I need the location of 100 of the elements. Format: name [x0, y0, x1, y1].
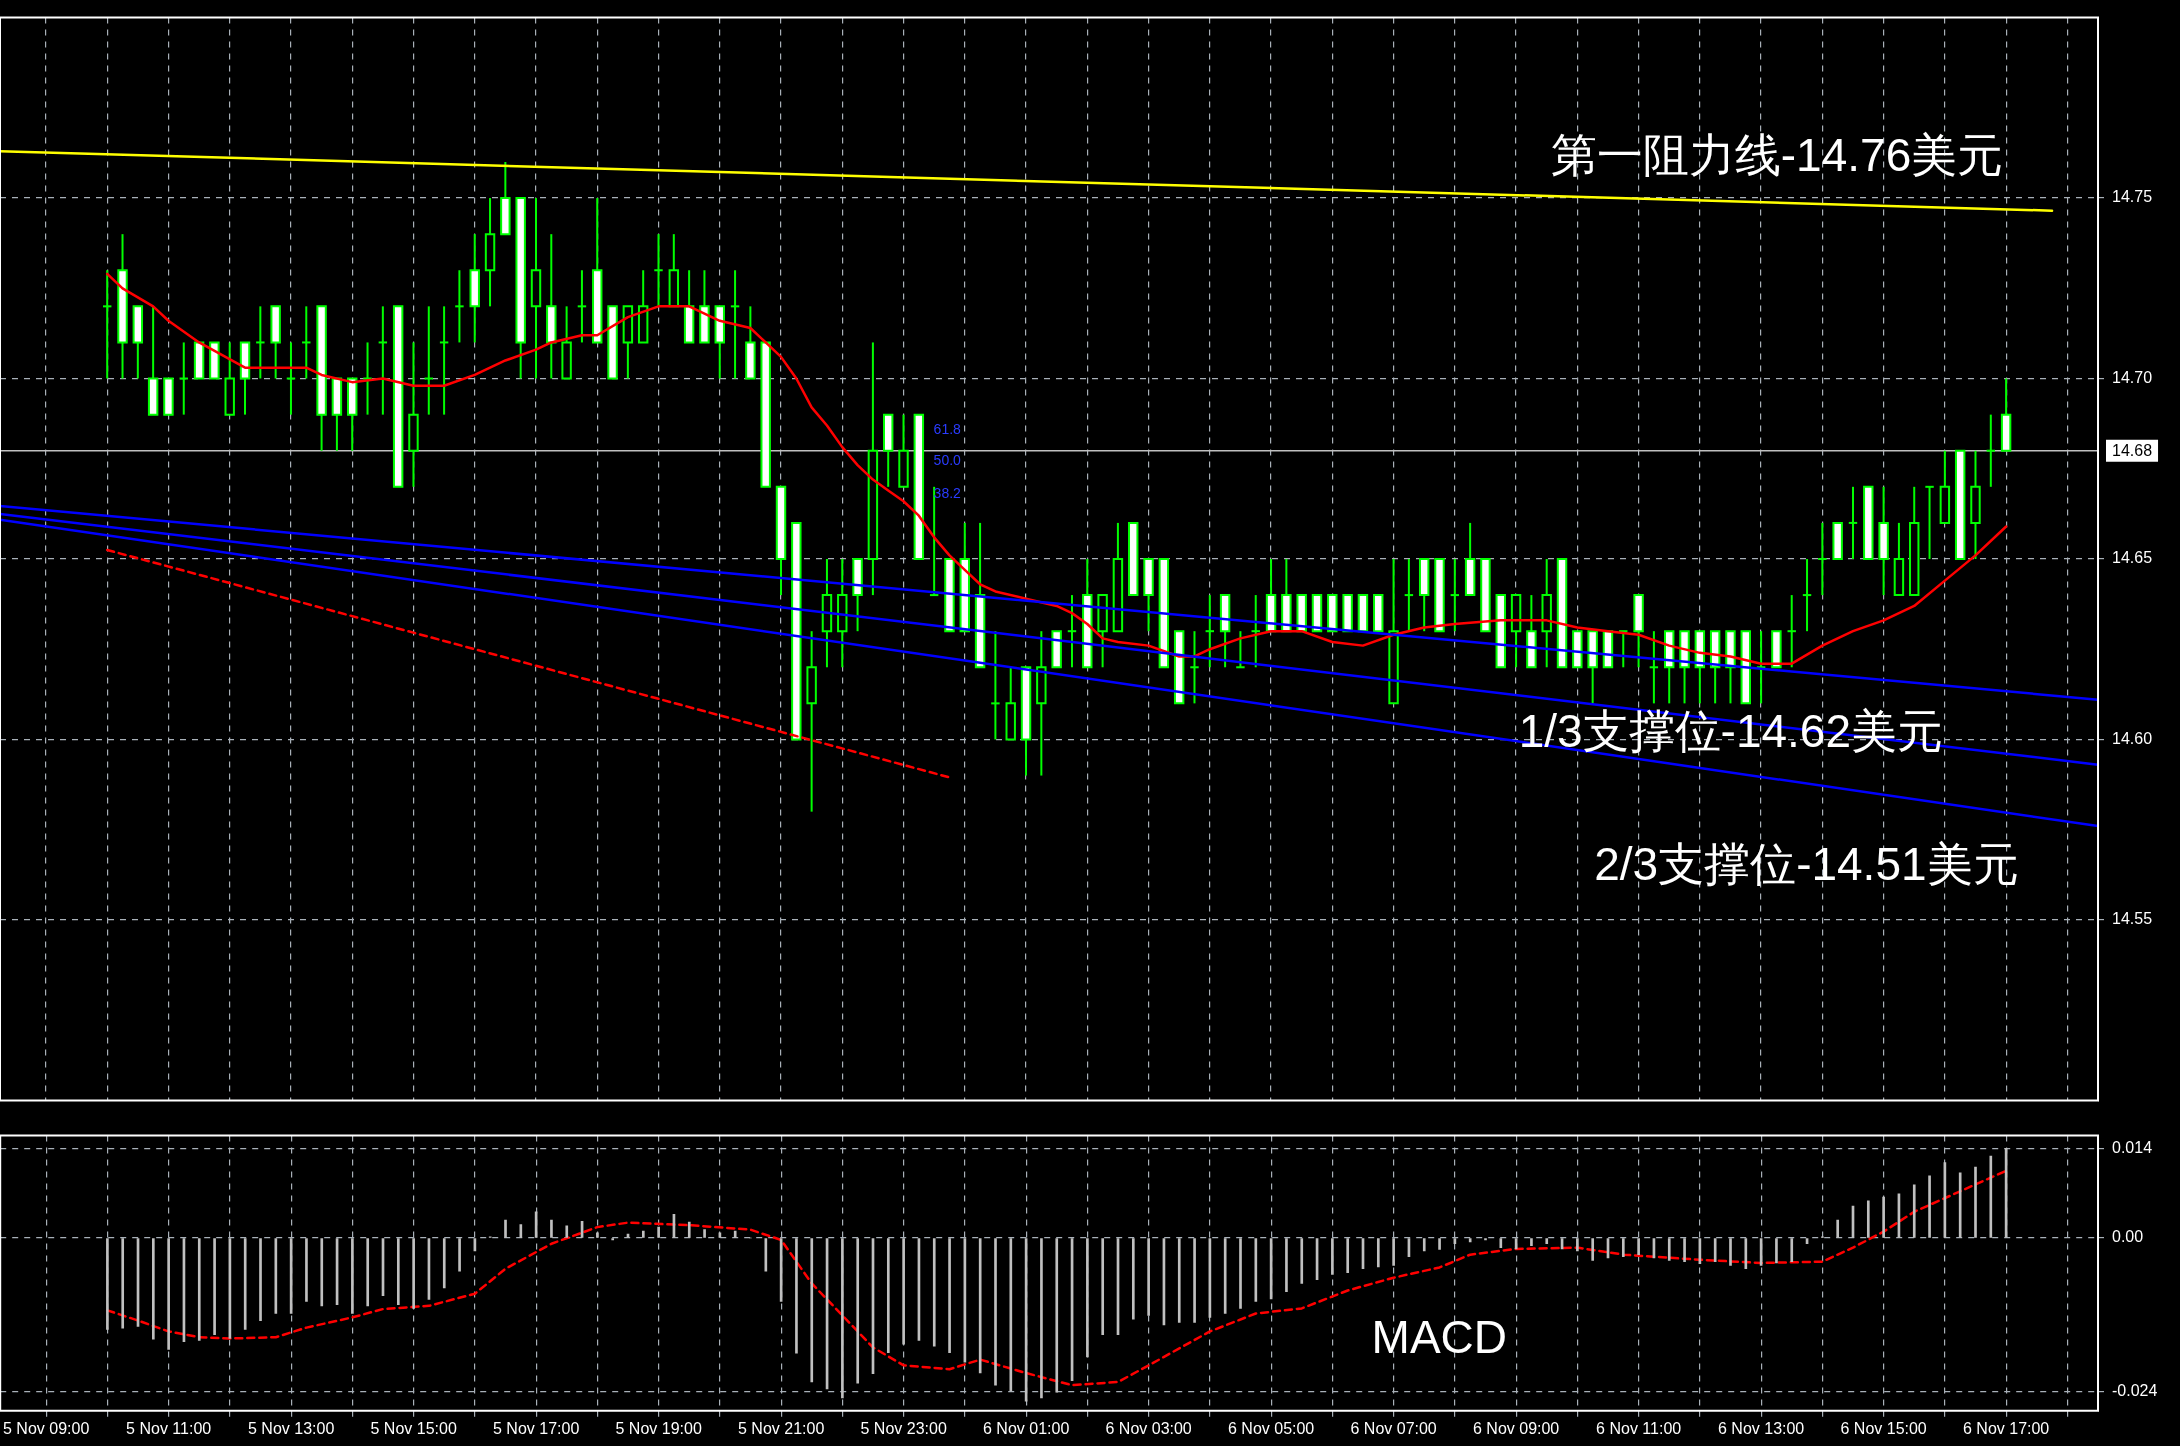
- x-tick-label: 6 Nov 07:00: [1350, 1419, 1437, 1437]
- bar: [243, 1238, 247, 1330]
- bar: [1621, 1238, 1625, 1257]
- bar: [1422, 1238, 1426, 1252]
- bar: [121, 1238, 125, 1329]
- y-tick-label: 0.00: [2112, 1228, 2144, 1246]
- bar: [1713, 1238, 1717, 1263]
- candlestick: [1235, 630, 1246, 669]
- bar: [458, 1238, 461, 1272]
- ref-line-label: 14.68: [2112, 442, 2153, 460]
- candlestick: [1985, 413, 1997, 488]
- bar: [1499, 1238, 1503, 1248]
- candlestick: [301, 305, 312, 380]
- bar: [856, 1238, 860, 1384]
- candlestick: [1250, 594, 1261, 669]
- bar: [1667, 1238, 1671, 1261]
- bar: [1376, 1238, 1380, 1268]
- candlestick: [255, 305, 266, 380]
- bar: [687, 1221, 691, 1238]
- x-tick-label: 6 Nov 17:00: [1962, 1419, 2050, 1437]
- bar: [366, 1238, 370, 1307]
- x-tick-label: 5 Nov 23:00: [860, 1419, 947, 1437]
- y-tick-label: 14.75: [2112, 188, 2153, 206]
- bar: [641, 1230, 645, 1238]
- bar: [1928, 1175, 1931, 1238]
- bar: [197, 1238, 201, 1341]
- candlestick: [1204, 594, 1216, 669]
- bar: [886, 1238, 890, 1353]
- bar: [442, 1238, 446, 1289]
- x-tick-label: 5 Nov 21:00: [737, 1419, 825, 1437]
- bar: [1836, 1219, 1840, 1238]
- bar: [397, 1238, 400, 1305]
- x-tick-label: 6 Nov 03:00: [1105, 1419, 1192, 1437]
- bar: [1468, 1238, 1472, 1243]
- bar: [1285, 1238, 1288, 1293]
- bar: [1055, 1238, 1059, 1393]
- bar: [152, 1238, 155, 1340]
- bar: [596, 1232, 599, 1238]
- y-tick-label: 14.65: [2112, 549, 2153, 567]
- annotation: 50.0: [933, 452, 962, 469]
- bar: [795, 1238, 798, 1354]
- candlestick: [1801, 558, 1813, 633]
- candlestick: [576, 269, 588, 344]
- x-tick-label: 6 Nov 11:00: [1596, 1419, 1682, 1437]
- bar: [1974, 1166, 1977, 1238]
- x-tick-label: 5 Nov 13:00: [248, 1419, 335, 1437]
- bar: [932, 1238, 936, 1347]
- bar: [1009, 1238, 1013, 1392]
- bar: [1239, 1238, 1242, 1309]
- bar: [810, 1238, 814, 1383]
- bar: [1637, 1238, 1640, 1255]
- bar: [1958, 1172, 1962, 1238]
- y-tick-label: 0.014: [2112, 1138, 2153, 1156]
- x-tick-label: 5 Nov 11:00: [126, 1419, 212, 1437]
- bar: [1530, 1238, 1533, 1247]
- annotation: 61.8: [933, 421, 962, 438]
- bar: [565, 1225, 569, 1238]
- candlestick: [178, 341, 189, 416]
- x-tick-label: 6 Nov 13:00: [1717, 1419, 1805, 1437]
- bar: [1866, 1200, 1870, 1238]
- bar: [657, 1226, 660, 1238]
- bar: [994, 1238, 997, 1386]
- bar: [1392, 1238, 1395, 1266]
- bar: [1438, 1238, 1441, 1250]
- candlestick: [1403, 558, 1415, 633]
- annotation: MACD: [1371, 1311, 1508, 1364]
- bar: [1040, 1238, 1043, 1399]
- bar: [841, 1238, 844, 1399]
- candlestick: [1924, 485, 1935, 560]
- bar: [1331, 1238, 1334, 1275]
- x-tick-label: 6 Nov 15:00: [1840, 1419, 1927, 1437]
- y-tick-label: 14.60: [2112, 729, 2153, 747]
- bar: [1989, 1155, 1993, 1238]
- y-tick-label: 14.70: [2112, 368, 2153, 386]
- x-tick-label: 5 Nov 09:00: [3, 1419, 90, 1437]
- bar: [1744, 1238, 1748, 1270]
- bar: [1591, 1238, 1595, 1261]
- annotation: 2/3支撑位-14.51美元: [1594, 838, 2019, 891]
- bar: [351, 1238, 354, 1314]
- bar: [519, 1224, 523, 1238]
- candlestick: [729, 269, 741, 380]
- bar: [1775, 1238, 1778, 1264]
- bar: [1131, 1238, 1135, 1320]
- bar: [902, 1238, 905, 1345]
- bar: [1177, 1238, 1181, 1323]
- candlestick: [1648, 630, 1660, 705]
- annotation: 第一阻力线-14.76美元: [1550, 129, 2004, 182]
- candlestick: [1449, 558, 1461, 633]
- candlestick: [377, 305, 389, 416]
- bar: [948, 1238, 951, 1353]
- bar: [1193, 1238, 1196, 1323]
- candlestick: [454, 269, 465, 344]
- bar: [1223, 1238, 1227, 1314]
- bar: [1912, 1184, 1916, 1238]
- bar: [1147, 1238, 1150, 1316]
- bar: [320, 1238, 324, 1307]
- bar: [1882, 1196, 1885, 1238]
- x-tick-label: 5 Nov 17:00: [493, 1419, 580, 1437]
- bar: [733, 1230, 737, 1238]
- candlestick: [285, 341, 297, 416]
